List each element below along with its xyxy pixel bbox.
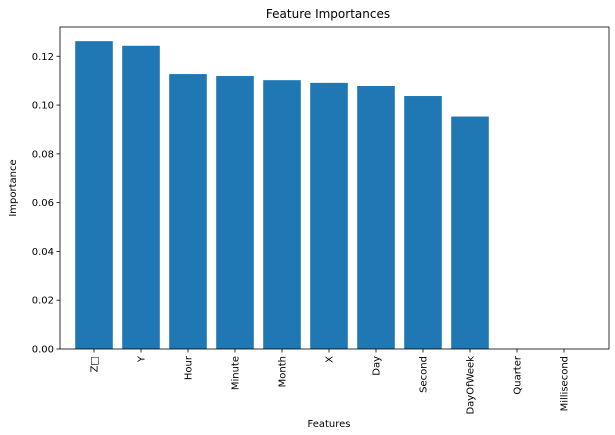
bar-1 xyxy=(122,45,160,349)
x-tick-label: DayOfWeek xyxy=(466,356,477,415)
y-tick-label: 0.00 xyxy=(32,345,54,356)
chart-title: Feature Importances xyxy=(266,7,390,21)
x-tick-label: Second xyxy=(419,356,430,393)
bar-3 xyxy=(216,76,254,349)
x-tick-label: Minute xyxy=(231,356,242,390)
x-tick-label: Hour xyxy=(184,355,195,380)
x-tick-label: Z□ xyxy=(90,356,101,372)
x-axis-ticks: Z□ Y Hour Minute Month X Day Second DayOfWeek Qua… xyxy=(90,349,571,415)
y-tick-label: 0.08 xyxy=(32,149,54,160)
bar-5 xyxy=(310,82,348,350)
x-tick-label: Day xyxy=(372,356,383,376)
bar-7 xyxy=(404,96,442,349)
x-tick-label: Y xyxy=(137,355,148,363)
bar-4 xyxy=(263,80,301,350)
x-tick-label: X xyxy=(325,356,336,363)
y-tick-label: 0.04 xyxy=(32,247,54,258)
bar-0 xyxy=(75,41,113,350)
y-axis-ticks: 0.00 0.02 0.04 0.06 0.08 0.10 0.12 xyxy=(32,52,60,356)
bar-8 xyxy=(451,116,489,349)
plot-area-frame xyxy=(59,26,610,350)
bar-2 xyxy=(169,74,207,349)
x-axis-title: Features xyxy=(308,419,351,430)
x-tick-label: Month xyxy=(278,356,289,387)
y-tick-label: 0.06 xyxy=(32,198,54,209)
y-tick-label: 0.10 xyxy=(32,101,54,112)
bars-group xyxy=(75,41,489,350)
y-tick-label: 0.02 xyxy=(32,296,54,307)
bar-6 xyxy=(357,86,395,349)
y-tick-label: 0.12 xyxy=(32,52,54,63)
y-axis-title: Importance xyxy=(8,159,19,216)
x-tick-label: Millisecond xyxy=(560,356,571,411)
x-tick-label: Quarter xyxy=(513,355,524,395)
